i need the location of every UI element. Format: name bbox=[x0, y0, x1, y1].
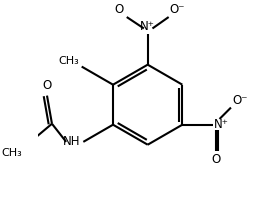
Text: O⁻: O⁻ bbox=[170, 3, 185, 16]
Text: CH₃: CH₃ bbox=[2, 148, 22, 158]
Text: O: O bbox=[115, 3, 124, 16]
Text: N⁺: N⁺ bbox=[214, 118, 229, 131]
Text: NH: NH bbox=[63, 135, 80, 148]
Text: O: O bbox=[211, 153, 220, 166]
Text: CH₃: CH₃ bbox=[58, 56, 79, 66]
Text: O⁻: O⁻ bbox=[232, 94, 247, 107]
Text: O: O bbox=[42, 79, 52, 92]
Text: N⁺: N⁺ bbox=[140, 20, 155, 33]
